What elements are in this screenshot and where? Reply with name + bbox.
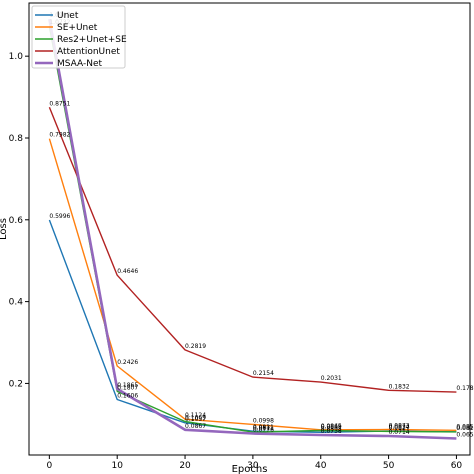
data-label: 0.1037 — [185, 416, 206, 423]
data-label: 0.0714 — [389, 429, 410, 436]
data-label: 0.0738 — [321, 428, 342, 435]
x-tick-label: 0 — [46, 461, 52, 471]
data-label: 0.2426 — [117, 359, 138, 366]
data-label: 0.1787 — [456, 385, 474, 392]
data-label: 0.0816 — [456, 425, 474, 432]
legend-entry-label: Unet — [57, 11, 79, 21]
legend-box — [31, 5, 126, 69]
data-label: 0.0998 — [253, 417, 274, 424]
data-label: 0.4646 — [117, 268, 138, 275]
series-line-attentionunet — [48, 107, 457, 393]
plot-area-frame — [28, 2, 471, 456]
y-tick-label: 0.8 — [9, 134, 24, 144]
data-label: 0.0867 — [185, 423, 206, 430]
data-label: 0.0814 — [456, 425, 474, 432]
x-tick-label: 10 — [111, 461, 123, 471]
data-label: 0.0873 — [389, 423, 410, 430]
data-label: 0.0831 — [253, 424, 274, 431]
series-line-res2-unet-se — [48, 26, 457, 433]
legend-entry-label: AttentionUnet — [57, 47, 120, 57]
data-label: 0.1124 — [185, 412, 206, 419]
data-label: 0.1832 — [389, 383, 410, 390]
data-label: 0.0827 — [389, 424, 410, 431]
data-label: 0.0834 — [389, 424, 410, 431]
axis-ticks: 0 10 20 30 40 50 60 0.2 0.4 0.6 0.8 1.0 — [9, 52, 463, 471]
data-label: 0.0849 — [321, 423, 342, 430]
y-axis-label: Loss — [0, 218, 9, 240]
data-label: 0.7982 — [49, 132, 70, 139]
data-label: 0.2154 — [253, 370, 274, 377]
legend: Unet SE+Unet Res2+Unet+SE AttentionUnet MSAA… — [31, 5, 127, 69]
data-label: 0.2819 — [185, 343, 206, 350]
data-label: 0.0811 — [253, 425, 274, 432]
y-tick-label: 0.2 — [9, 379, 23, 389]
data-label: 0.0854 — [456, 423, 474, 430]
data-label: 0.0654 — [456, 431, 474, 438]
y-tick-label: 0.4 — [9, 298, 24, 308]
series-line-msaa-net — [48, 18, 457, 440]
data-label: 0.1069 — [185, 414, 206, 421]
x-axis-label: Epochs — [232, 464, 268, 474]
data-label: 0.1865 — [117, 382, 138, 389]
y-tick-label: 1.0 — [9, 52, 24, 62]
data-label: 0.5996 — [49, 213, 70, 220]
data-label: 0.0865 — [321, 423, 342, 430]
y-tick-label: 0.6 — [9, 216, 24, 226]
data-label: 0.1606 — [117, 393, 138, 400]
data-label: 0.0776 — [253, 426, 274, 433]
legend-entry-label: SE+Unet — [57, 23, 98, 33]
data-label: 0.8751 — [49, 100, 70, 107]
legend-entry-label: Res2+Unet+SE — [57, 35, 127, 45]
x-tick-label: 50 — [383, 461, 395, 471]
legend-entry-label: MSAA-Net — [57, 59, 103, 69]
x-tick-label: 60 — [451, 461, 463, 471]
series-line-se-unet — [48, 138, 457, 431]
x-tick-label: 20 — [179, 461, 191, 471]
x-tick-label: 30 — [247, 461, 259, 471]
data-label: 0.1807 — [117, 384, 138, 391]
x-tick-label: 40 — [315, 461, 327, 471]
data-label: 0.2031 — [321, 375, 342, 382]
data-label: 0.0805 — [321, 425, 342, 432]
series-line-unet — [48, 219, 457, 433]
series-lines — [48, 18, 457, 440]
